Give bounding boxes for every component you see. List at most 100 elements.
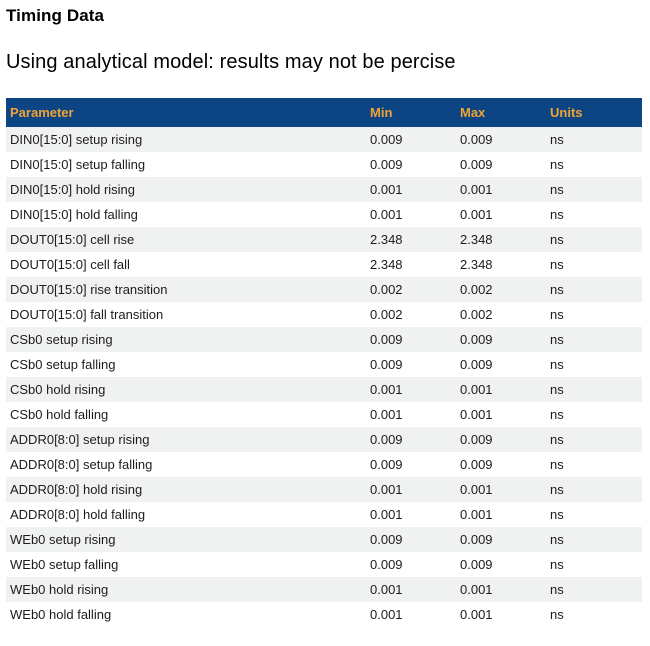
cell-units: ns	[550, 157, 564, 172]
cell-min: 0.009	[370, 132, 403, 147]
cell-min: 0.002	[370, 282, 403, 297]
cell-parameter: DIN0[15:0] hold falling	[10, 207, 138, 222]
cell-min: 0.009	[370, 557, 403, 572]
cell-min: 0.001	[370, 382, 403, 397]
table-header-row: Parameter Min Max Units	[6, 98, 642, 127]
cell-min: 0.001	[370, 607, 403, 622]
cell-parameter: DOUT0[15:0] cell fall	[10, 257, 130, 272]
cell-min: 0.009	[370, 332, 403, 347]
table-row: DIN0[15:0] hold rising 0.001 0.001 ns	[6, 177, 642, 202]
table-row: ADDR0[8:0] setup rising 0.009 0.009 ns	[6, 427, 642, 452]
table-row: DOUT0[15:0] rise transition 0.002 0.002 …	[6, 277, 642, 302]
cell-parameter: ADDR0[8:0] hold falling	[10, 507, 146, 522]
cell-max: 0.001	[460, 207, 493, 222]
cell-units: ns	[550, 232, 564, 247]
cell-max: 0.001	[460, 407, 493, 422]
table-row: CSb0 setup falling 0.009 0.009 ns	[6, 352, 642, 377]
cell-units: ns	[550, 407, 564, 422]
cell-parameter: WEb0 setup falling	[10, 557, 119, 572]
cell-max: 0.009	[460, 132, 493, 147]
cell-min: 0.009	[370, 432, 403, 447]
table-row: ADDR0[8:0] hold rising 0.001 0.001 ns	[6, 477, 642, 502]
cell-parameter: CSb0 setup falling	[10, 357, 116, 372]
cell-parameter: ADDR0[8:0] hold rising	[10, 482, 143, 497]
cell-min: 0.001	[370, 482, 403, 497]
cell-units: ns	[550, 332, 564, 347]
table-row: WEb0 setup rising 0.009 0.009 ns	[6, 527, 642, 552]
cell-max: 0.009	[460, 432, 493, 447]
page-title: Timing Data	[6, 6, 105, 25]
cell-max: 0.009	[460, 557, 493, 572]
cell-min: 2.348	[370, 257, 403, 272]
cell-parameter: CSb0 hold falling	[10, 407, 109, 422]
cell-parameter: DIN0[15:0] hold rising	[10, 182, 136, 197]
table-row: DIN0[15:0] setup rising 0.009 0.009 ns	[6, 127, 642, 152]
cell-parameter: ADDR0[8:0] setup falling	[10, 457, 153, 472]
cell-max: 0.009	[460, 332, 493, 347]
cell-min: 0.001	[370, 507, 403, 522]
table-row: WEb0 hold falling 0.001 0.001 ns	[6, 602, 642, 627]
cell-max: 0.001	[460, 182, 493, 197]
cell-parameter: DOUT0[15:0] cell rise	[10, 232, 135, 247]
cell-min: 0.001	[370, 407, 403, 422]
cell-max: 0.001	[460, 607, 493, 622]
cell-units: ns	[550, 582, 564, 597]
table-row: CSb0 setup rising 0.009 0.009 ns	[6, 327, 642, 352]
cell-max: 2.348	[460, 257, 493, 272]
column-header-parameter: Parameter	[6, 98, 366, 127]
cell-min: 0.009	[370, 532, 403, 547]
table-row: DOUT0[15:0] fall transition 0.002 0.002 …	[6, 302, 642, 327]
cell-parameter: WEb0 setup rising	[10, 532, 116, 547]
cell-units: ns	[550, 257, 564, 272]
cell-units: ns	[550, 607, 564, 622]
cell-max: 0.001	[460, 482, 493, 497]
table-row: CSb0 hold falling 0.001 0.001 ns	[6, 402, 642, 427]
cell-min: 0.009	[370, 157, 403, 172]
cell-max: 0.001	[460, 382, 493, 397]
cell-parameter: CSb0 setup rising	[10, 332, 113, 347]
cell-parameter: WEb0 hold rising	[10, 582, 109, 597]
column-header-units: Units	[546, 98, 642, 127]
cell-min: 0.001	[370, 207, 403, 222]
cell-max: 0.009	[460, 357, 493, 372]
cell-units: ns	[550, 482, 564, 497]
table-body: DIN0[15:0] setup rising 0.009 0.009 ns D…	[6, 127, 642, 627]
cell-units: ns	[550, 532, 564, 547]
timing-data-table: Parameter Min Max Units DIN0[15:0] setup…	[6, 98, 642, 627]
column-header-max: Max	[456, 98, 546, 127]
cell-units: ns	[550, 382, 564, 397]
cell-units: ns	[550, 282, 564, 297]
table-row: DOUT0[15:0] cell rise 2.348 2.348 ns	[6, 227, 642, 252]
table-row: DIN0[15:0] hold falling 0.001 0.001 ns	[6, 202, 642, 227]
cell-max: 0.001	[460, 507, 493, 522]
cell-min: 0.009	[370, 457, 403, 472]
cell-units: ns	[550, 507, 564, 522]
cell-units: ns	[550, 457, 564, 472]
cell-parameter: ADDR0[8:0] setup rising	[10, 432, 150, 447]
table-row: ADDR0[8:0] hold falling 0.001 0.001 ns	[6, 502, 642, 527]
cell-units: ns	[550, 132, 564, 147]
cell-parameter: DIN0[15:0] setup rising	[10, 132, 143, 147]
cell-parameter: DIN0[15:0] setup falling	[10, 157, 146, 172]
table-row: CSb0 hold rising 0.001 0.001 ns	[6, 377, 642, 402]
cell-units: ns	[550, 357, 564, 372]
column-header-min: Min	[366, 98, 456, 127]
cell-max: 0.001	[460, 582, 493, 597]
cell-parameter: CSb0 hold rising	[10, 382, 106, 397]
cell-max: 0.002	[460, 282, 493, 297]
cell-min: 0.001	[370, 182, 403, 197]
cell-min: 0.001	[370, 582, 403, 597]
cell-min: 0.009	[370, 357, 403, 372]
cell-units: ns	[550, 207, 564, 222]
cell-parameter: WEb0 hold falling	[10, 607, 112, 622]
cell-max: 0.002	[460, 307, 493, 322]
table-row: WEb0 hold rising 0.001 0.001 ns	[6, 577, 642, 602]
cell-units: ns	[550, 182, 564, 197]
table-row: ADDR0[8:0] setup falling 0.009 0.009 ns	[6, 452, 642, 477]
table-row: DIN0[15:0] setup falling 0.009 0.009 ns	[6, 152, 642, 177]
cell-parameter: DOUT0[15:0] fall transition	[10, 307, 164, 322]
cell-max: 0.009	[460, 157, 493, 172]
cell-units: ns	[550, 557, 564, 572]
cell-units: ns	[550, 307, 564, 322]
